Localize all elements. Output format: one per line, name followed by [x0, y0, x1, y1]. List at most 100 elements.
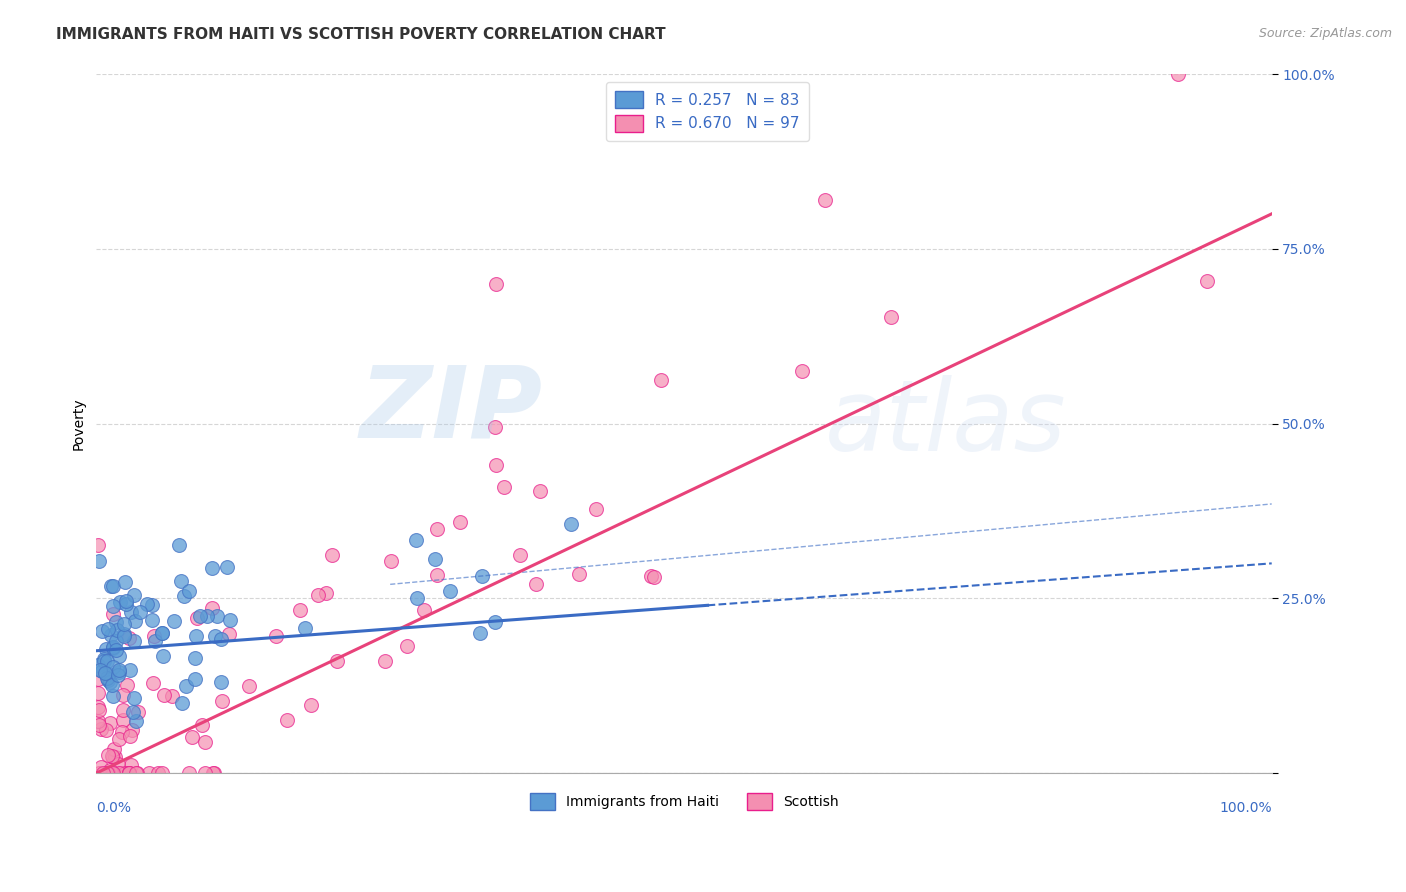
Point	[143, 629, 166, 643]
Point	[90, 760, 112, 774]
Point	[307, 588, 329, 602]
Text: atlas: atlas	[825, 375, 1067, 472]
Point	[405, 533, 427, 547]
Legend: Immigrants from Haiti, Scottish: Immigrants from Haiti, Scottish	[524, 788, 844, 815]
Point	[86, 538, 108, 552]
Point	[485, 277, 508, 291]
Point	[96, 766, 118, 780]
Point	[94, 665, 117, 680]
Point	[107, 766, 129, 780]
Point	[121, 723, 143, 737]
Point	[145, 634, 167, 648]
Point	[101, 599, 124, 613]
Point	[449, 515, 471, 529]
Point	[87, 657, 110, 672]
Point	[101, 640, 124, 654]
Point	[485, 458, 508, 472]
Point	[413, 602, 436, 616]
Point	[108, 595, 131, 609]
Point	[814, 193, 837, 207]
Point	[107, 668, 129, 682]
Point	[194, 735, 217, 749]
Point	[97, 673, 120, 687]
Point	[209, 674, 232, 689]
Point	[202, 766, 225, 780]
Point	[118, 729, 141, 743]
Text: 0.0%: 0.0%	[97, 801, 131, 815]
Point	[117, 631, 139, 645]
Point	[173, 589, 195, 603]
Point	[315, 586, 337, 600]
Point	[103, 750, 125, 764]
Point	[127, 766, 149, 780]
Point	[426, 522, 449, 536]
Point	[174, 680, 197, 694]
Point	[104, 615, 127, 629]
Point	[163, 615, 186, 629]
Point	[426, 567, 449, 582]
Point	[127, 705, 149, 719]
Point	[114, 575, 136, 590]
Y-axis label: Poverty: Poverty	[72, 397, 86, 450]
Point	[201, 766, 224, 780]
Point	[107, 648, 129, 663]
Point	[112, 626, 135, 640]
Point	[100, 628, 122, 642]
Point	[86, 714, 108, 728]
Point	[108, 663, 131, 677]
Point	[87, 686, 110, 700]
Point	[122, 634, 145, 648]
Point	[288, 603, 311, 617]
Point	[90, 723, 112, 737]
Point	[301, 698, 323, 713]
Point	[125, 766, 148, 780]
Point	[93, 654, 115, 668]
Point	[470, 626, 492, 640]
Point	[880, 310, 903, 324]
Point	[101, 678, 124, 692]
Point	[86, 673, 108, 687]
Point	[509, 548, 531, 562]
Point	[217, 560, 239, 574]
Point	[380, 554, 402, 568]
Point	[152, 648, 174, 663]
Point	[142, 676, 165, 690]
Point	[122, 588, 145, 602]
Point	[98, 763, 121, 777]
Point	[186, 611, 208, 625]
Point	[108, 731, 131, 746]
Point	[1195, 274, 1218, 288]
Point	[150, 625, 173, 640]
Point	[204, 629, 226, 643]
Point	[276, 713, 298, 727]
Point	[103, 742, 125, 756]
Point	[125, 714, 148, 728]
Text: ZIP: ZIP	[360, 361, 543, 458]
Point	[91, 624, 114, 639]
Point	[211, 694, 233, 708]
Point	[101, 660, 124, 674]
Point	[643, 570, 665, 584]
Point	[104, 750, 127, 764]
Point	[101, 766, 124, 780]
Point	[93, 652, 115, 666]
Point	[585, 502, 607, 516]
Point	[186, 629, 208, 643]
Point	[136, 597, 159, 611]
Point	[111, 724, 134, 739]
Point	[87, 718, 110, 732]
Point	[195, 609, 218, 624]
Point	[177, 583, 200, 598]
Point	[492, 480, 515, 494]
Point	[188, 608, 211, 623]
Point	[91, 766, 114, 780]
Point	[101, 748, 124, 763]
Point	[184, 672, 207, 686]
Point	[120, 663, 142, 677]
Point	[114, 594, 136, 608]
Point	[1167, 67, 1189, 81]
Point	[484, 419, 506, 434]
Point	[568, 566, 591, 581]
Point	[170, 574, 193, 589]
Point	[87, 703, 110, 717]
